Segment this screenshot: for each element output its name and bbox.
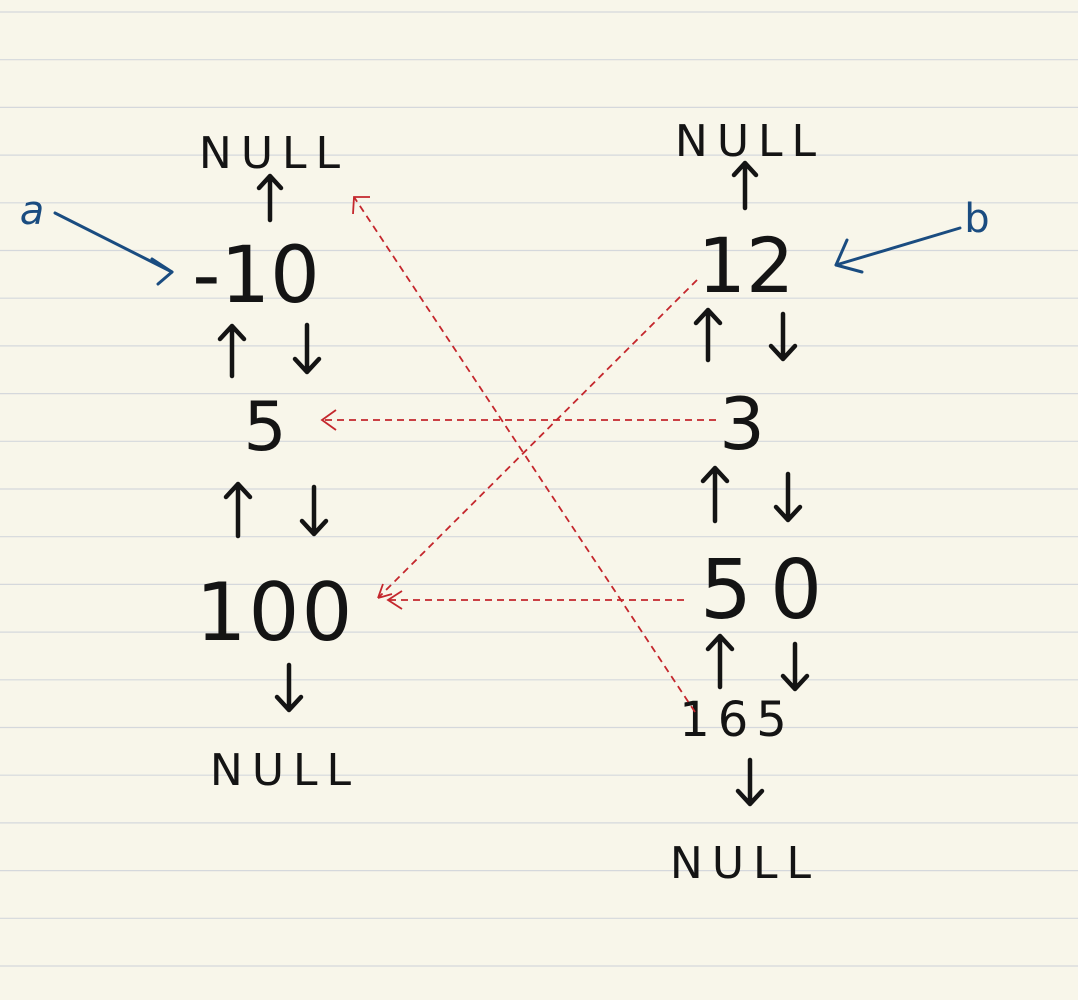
arrow-down-icon [773, 471, 803, 523]
list-a: NULL -10 5 100 NULL [192, 128, 360, 796]
list-b-node-50: 50 [700, 543, 840, 638]
link-3-to-5 [320, 409, 716, 431]
ruled-lines [0, 11, 1078, 967]
list-b-node-165: 165 [679, 692, 795, 748]
arrow-up-icon [700, 465, 730, 524]
arrow-up-icon [217, 323, 247, 379]
list-a-top-null: NULL [199, 128, 349, 179]
link-165-to-top-null [352, 196, 696, 713]
list-a-node-100: 100 [196, 566, 355, 659]
arrow-up-icon [705, 633, 735, 690]
arrow-up-icon [223, 481, 253, 539]
arrow-down-icon [292, 322, 322, 375]
list-a-bottom-null: NULL [210, 745, 360, 796]
pointer-a: a [20, 188, 174, 286]
list-b: NULL 12 3 50 165 NULL [670, 116, 840, 889]
arrow-down-icon [735, 757, 765, 807]
arrow-down-icon [299, 484, 329, 537]
arrow-down-icon [780, 641, 810, 692]
link-50-to-100 [386, 590, 684, 610]
list-b-node-3: 3 [719, 382, 765, 466]
list-b-top-null: NULL [675, 116, 825, 167]
arrow-up-icon [731, 160, 759, 211]
list-b-bottom-null: NULL [670, 838, 820, 889]
pointer-b: b [834, 196, 990, 274]
arrow-down-icon [768, 311, 798, 362]
arrow-up-icon [256, 173, 284, 223]
pointer-b-arrow-icon [834, 226, 962, 274]
pointer-b-label: b [964, 196, 989, 242]
list-a-node-minus-10: -10 [192, 231, 319, 321]
arrow-up-icon [693, 307, 723, 363]
pointer-a-arrow-icon [53, 211, 174, 286]
pointer-a-label: a [20, 188, 45, 234]
list-a-node-5: 5 [243, 388, 286, 467]
cross-links [320, 196, 716, 713]
list-b-node-12: 12 [698, 221, 795, 310]
link-12-to-100 [377, 279, 698, 599]
arrow-down-icon [274, 662, 304, 713]
